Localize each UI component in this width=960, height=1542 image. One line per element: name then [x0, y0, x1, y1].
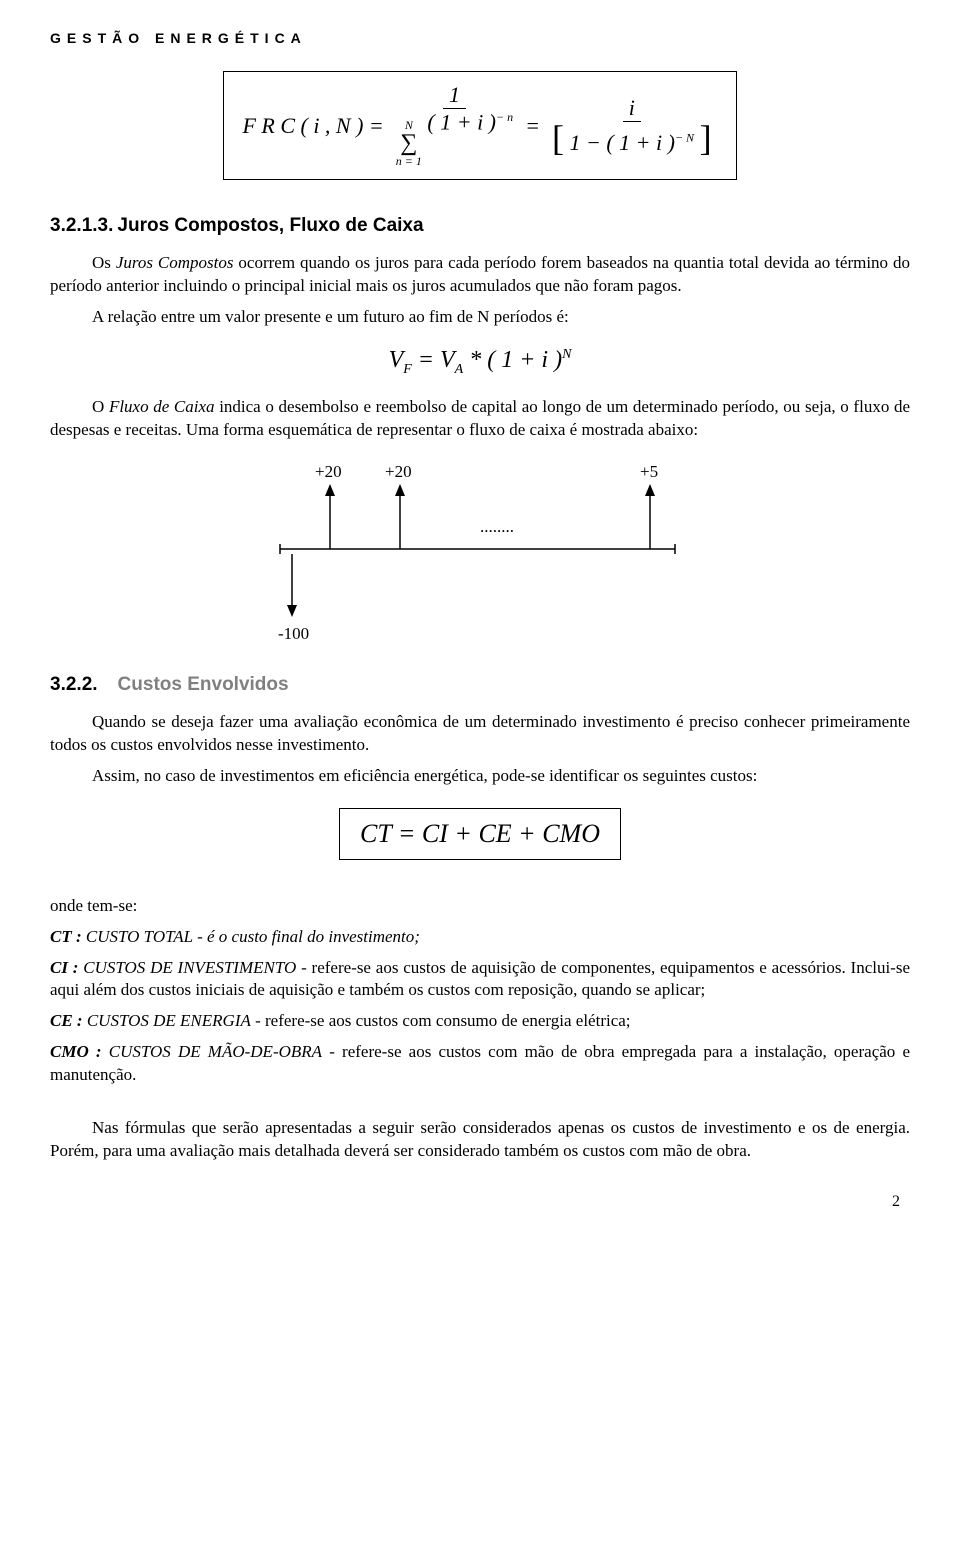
sum-body: ( 1 + i ): [427, 109, 496, 134]
section-3213-title: Juros Compostos, Fluxo de Caixa: [117, 215, 423, 236]
vf-exp: N: [562, 347, 571, 362]
cashflow-svg: ........: [270, 484, 690, 564]
flow-v2: +20: [385, 462, 412, 482]
section-3213-num: 3.2.1.3.: [50, 215, 113, 236]
vf-mult: * ( 1 + i ): [463, 347, 562, 373]
s3213-p2: A relação entre um valor presente e um f…: [50, 306, 910, 329]
section-322-num: 3.2.2.: [50, 674, 98, 695]
ce-label: CE :: [50, 1011, 83, 1030]
sum-lower: n = 1: [396, 155, 422, 167]
formula-ct-box: CT = CI + CE + CMO: [50, 808, 910, 860]
s3213-p3: O Fluxo de Caixa indica o desembolso e r…: [50, 396, 910, 442]
flow-v1: +20: [315, 462, 342, 482]
s322-ce: CE : CUSTOS DE ENERGIA - refere-se aos c…: [50, 1010, 910, 1033]
frc-frac1-den: N ∑ n = 1 ( 1 + i )− n: [390, 109, 519, 169]
s322-p4: Nas fórmulas que serão apresentadas a se…: [50, 1117, 910, 1163]
ct-text: CUSTO TOTAL - é o custo final do investi…: [82, 927, 420, 946]
formula-frc-box: F R C ( i , N ) = 1 N ∑ n = 1 ( 1 + i )−…: [50, 71, 910, 180]
formula-vf: VF = VA * ( 1 + i )N: [50, 347, 910, 378]
s322-p3: onde tem-se:: [50, 895, 910, 918]
vf-sub: F: [403, 362, 412, 377]
cashflow-down-svg: [270, 554, 690, 624]
cashflow-diagram: +20 +20 +5: [270, 462, 690, 644]
frc-lhs: F R C ( i , N ) =: [242, 115, 383, 137]
va-sub: A: [455, 362, 464, 377]
flow-dots: ........: [480, 517, 514, 536]
s322-p1: Quando se deseja fazer uma avaliação eco…: [50, 711, 910, 757]
ct-label: CT :: [50, 927, 82, 946]
flow-v3: +5: [640, 462, 658, 482]
sigma-icon: ∑: [400, 131, 417, 155]
frac2-den-exp: − N: [675, 131, 694, 145]
ci-label: CI :: [50, 958, 78, 977]
section-322-title: Custos Envolvidos: [118, 674, 289, 695]
s3213-p1: Os Juros Compostos ocorrem quando os jur…: [50, 252, 910, 298]
frc-frac2-den: [ 1 − ( 1 + i )− N ]: [546, 122, 718, 156]
frc-eq: =: [525, 115, 540, 137]
vf-eq: = V: [412, 347, 455, 373]
s322-p2: Assim, no caso de investimentos em efici…: [50, 765, 910, 788]
page-number: 2: [50, 1193, 910, 1211]
cmo-label: CMO :: [50, 1042, 102, 1061]
frc-frac1: 1 N ∑ n = 1 ( 1 + i )− n: [390, 82, 519, 169]
frac2-den-pre: 1 − ( 1 + i ): [569, 130, 674, 155]
sum-body-exp: − n: [496, 110, 513, 124]
s322-ct: CT : CUSTO TOTAL - é o custo final do in…: [50, 926, 910, 949]
vf-v: V: [389, 347, 404, 373]
section-3213-heading: 3.2.1.3. Juros Compostos, Fluxo de Caixa: [50, 215, 910, 237]
s322-ci: CI : CUSTOS DE INVESTIMENTO - refere-se …: [50, 957, 910, 1003]
frc-frac1-num: 1: [443, 82, 466, 109]
frc-frac2-num: i: [623, 95, 641, 122]
formula-ct: CT = CI + CE + CMO: [360, 821, 600, 847]
section-322-heading: 3.2.2. Custos Envolvidos: [50, 674, 910, 696]
s322-cmo: CMO : CUSTOS DE MÃO-DE-OBRA - refere-se …: [50, 1041, 910, 1087]
frc-frac2: i [ 1 − ( 1 + i )− N ]: [546, 95, 718, 156]
page-header: GESTÃO ENERGÉTICA: [50, 30, 910, 46]
